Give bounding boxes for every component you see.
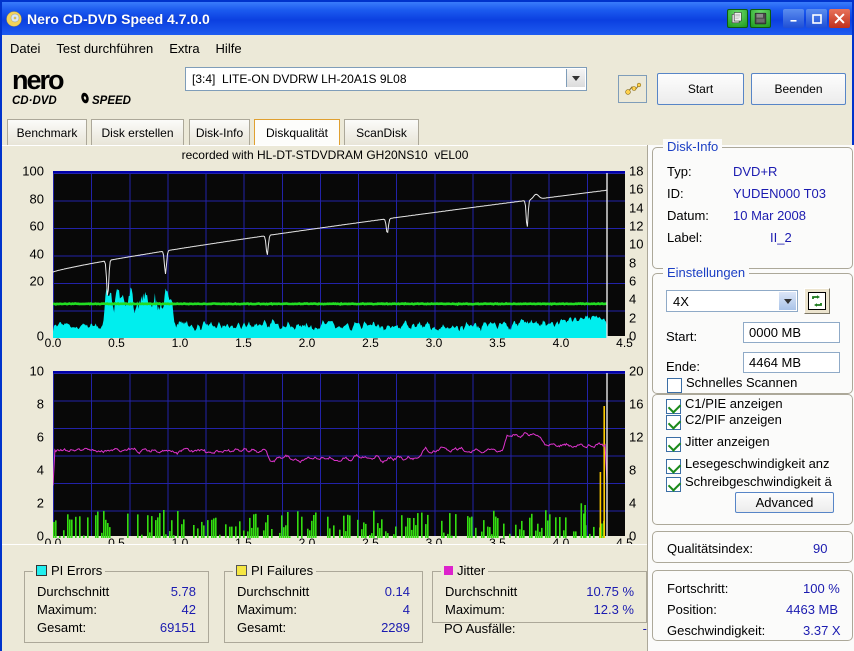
svg-text:CD·DVD: CD·DVD	[12, 95, 57, 107]
svg-text:SPEED: SPEED	[92, 95, 131, 107]
svg-text:nero: nero	[12, 65, 64, 95]
